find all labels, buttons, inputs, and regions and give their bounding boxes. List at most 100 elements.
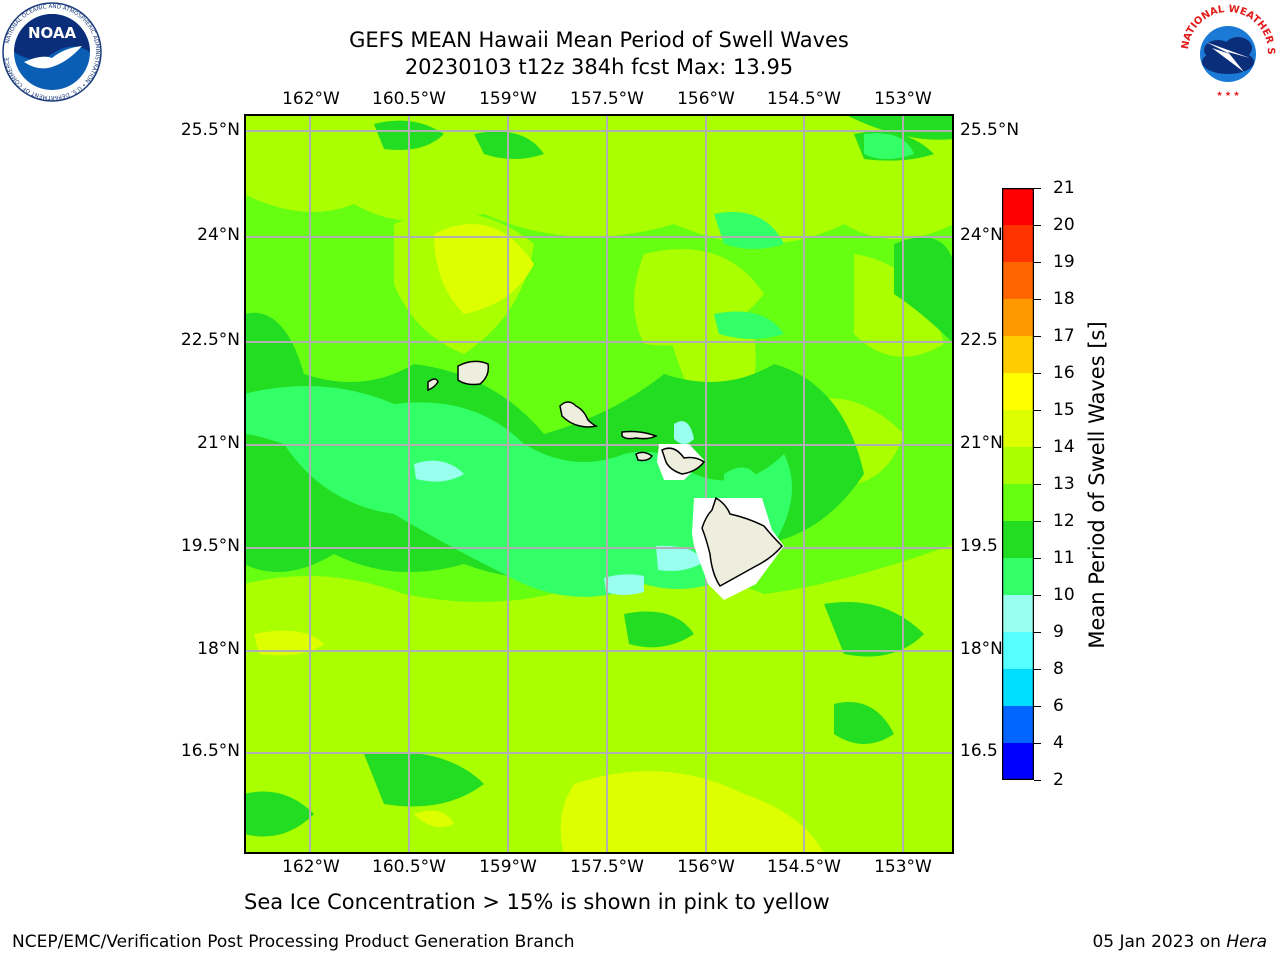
colorbar-tick-mark xyxy=(1034,410,1041,411)
lon-label-bottom: 156°W xyxy=(677,857,735,877)
lon-label-top: 156°W xyxy=(677,89,735,109)
field-10-11s xyxy=(244,133,914,597)
colorbar-tick-label: 14 xyxy=(1053,437,1075,457)
lat-label-right: 21°N xyxy=(960,433,1003,453)
island-niihau xyxy=(427,378,439,392)
colorbar-swatch xyxy=(1002,336,1034,373)
island-lanai xyxy=(635,451,654,462)
lat-label-left: 25.5°N xyxy=(180,120,240,140)
colorbar-tick-label: 6 xyxy=(1053,696,1064,716)
colorbar-tick-mark xyxy=(1034,262,1041,263)
lon-label-bottom: 160.5°W xyxy=(372,857,446,877)
colorbar-swatch xyxy=(1002,373,1034,410)
colorbar-tick-label: 9 xyxy=(1053,622,1064,642)
lon-label-bottom: 154.5°W xyxy=(767,857,841,877)
colorbar-tick-mark xyxy=(1034,225,1041,226)
lon-label-top: 157.5°W xyxy=(570,89,644,109)
island-kauai xyxy=(457,360,490,386)
lat-label-right: 16.5 xyxy=(960,741,998,761)
noaa-logo: NATIONAL OCEANIC AND ATMOSPHERIC ADMINIS… xyxy=(2,2,102,102)
colorbar-tick-mark xyxy=(1034,632,1041,633)
lon-label-bottom: 162°W xyxy=(282,857,340,877)
colorbar-swatch xyxy=(1002,299,1034,336)
lon-label-top: 160.5°W xyxy=(372,89,446,109)
sea-ice-note: Sea Ice Concentration > 15% is shown in … xyxy=(244,890,830,914)
colorbar-swatch xyxy=(1002,706,1034,743)
nws-logo: NATIONAL WEATHER SERVICE ★ ★ ★ xyxy=(1178,2,1276,100)
colorbar-tick-mark xyxy=(1034,188,1041,189)
colorbar-swatch xyxy=(1002,632,1034,669)
colorbar-tick-label: 11 xyxy=(1053,548,1075,568)
island-molokai xyxy=(621,430,658,440)
map-title: GEFS MEAN Hawaii Mean Period of Swell Wa… xyxy=(349,28,849,52)
lat-label-right: 25.5°N xyxy=(960,120,1020,140)
colorbar-tick-label: 20 xyxy=(1053,215,1075,235)
colorbar-label: Mean Period of Swell Waves [s] xyxy=(1085,321,1109,649)
island-hawaii xyxy=(701,496,784,587)
colorbar-tick-label: 8 xyxy=(1053,659,1064,679)
colorbar-swatch xyxy=(1002,484,1034,521)
colorbar-tick-mark xyxy=(1034,521,1041,522)
lon-label-top: 154.5°W xyxy=(767,89,841,109)
lat-label-right: 24°N xyxy=(960,225,1003,245)
colorbar-swatch xyxy=(1002,558,1034,595)
map-subtitle: 20230103 t12z 384h fcst Max: 13.95 xyxy=(404,55,794,79)
colorbar-tick-mark xyxy=(1034,336,1041,337)
lon-label-bottom: 153°W xyxy=(874,857,932,877)
colorbar-tick-mark xyxy=(1034,780,1041,781)
colorbar-tick-mark xyxy=(1034,484,1041,485)
colorbar-tick-mark xyxy=(1034,743,1041,744)
colorbar-tick-label: 17 xyxy=(1053,326,1075,346)
colorbar-tick-label: 18 xyxy=(1053,289,1075,309)
lat-label-right: 19.5 xyxy=(960,536,998,556)
colorbar-tick-label: 2 xyxy=(1053,770,1064,790)
footer-date-text: 05 Jan 2023 on xyxy=(1092,932,1227,952)
colorbar-tick-label: 12 xyxy=(1053,511,1075,531)
colorbar-tick-label: 21 xyxy=(1053,178,1075,198)
svg-text:★ ★ ★: ★ ★ ★ xyxy=(1216,90,1239,98)
colorbar-tick-label: 4 xyxy=(1053,733,1064,753)
lat-label-left: 18°N xyxy=(197,639,240,659)
lon-label-top: 162°W xyxy=(282,89,340,109)
islands xyxy=(427,360,784,587)
footer-machine: Hera xyxy=(1226,932,1267,952)
footer-date: 05 Jan 2023 on Hera xyxy=(1092,932,1267,952)
lon-label-bottom: 159°W xyxy=(479,857,537,877)
colorbar-tick-mark xyxy=(1034,447,1041,448)
colorbar-swatch xyxy=(1002,521,1034,558)
lat-label-left: 21°N xyxy=(197,433,240,453)
colorbar-tick-mark xyxy=(1034,595,1041,596)
colorbar-tick-label: 19 xyxy=(1053,252,1075,272)
lon-label-top: 153°W xyxy=(874,89,932,109)
lon-label-bottom: 157.5°W xyxy=(570,857,644,877)
island-oahu xyxy=(559,401,599,428)
colorbar-swatch xyxy=(1002,743,1034,780)
lat-label-left: 22.5°N xyxy=(180,330,240,350)
colorbar-tick-mark xyxy=(1034,373,1041,374)
colorbar-tick-label: 10 xyxy=(1053,585,1075,605)
colorbar-tick-mark xyxy=(1034,669,1041,670)
colorbar-tick-mark xyxy=(1034,558,1041,559)
colorbar-tick-mark xyxy=(1034,299,1041,300)
lon-label-top: 159°W xyxy=(479,89,537,109)
colorbar-tick-label: 15 xyxy=(1053,400,1075,420)
colorbar-swatch xyxy=(1002,447,1034,484)
colorbar-tick-mark xyxy=(1034,706,1041,707)
colorbar-swatch xyxy=(1002,262,1034,299)
graticule xyxy=(244,114,954,854)
colorbar xyxy=(1002,188,1034,780)
lat-label-right: 22.5 xyxy=(960,330,998,350)
map-frame xyxy=(244,114,954,854)
lat-label-right: 18°N xyxy=(960,639,1003,659)
lat-label-left: 19.5°N xyxy=(180,536,240,556)
lat-label-left: 24°N xyxy=(197,225,240,245)
colorbar-tick-label: 16 xyxy=(1053,363,1075,383)
field-9-10s xyxy=(414,421,704,595)
island-maui xyxy=(661,447,706,475)
colorbar-swatch xyxy=(1002,669,1034,706)
colorbar-swatch xyxy=(1002,188,1034,225)
colorbar-tick-label: 13 xyxy=(1053,474,1075,494)
noaa-text: NOAA xyxy=(28,24,77,42)
swell-period-map xyxy=(244,114,954,854)
lat-label-left: 16.5°N xyxy=(180,741,240,761)
